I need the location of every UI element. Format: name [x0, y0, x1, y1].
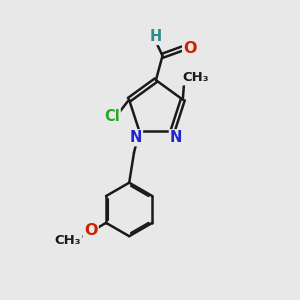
Text: O: O — [183, 40, 197, 56]
Text: CH₃: CH₃ — [182, 71, 209, 84]
Text: N: N — [170, 130, 182, 145]
Text: O: O — [84, 224, 98, 238]
Text: H: H — [149, 29, 162, 44]
Text: N: N — [130, 130, 142, 145]
Text: Cl: Cl — [104, 109, 120, 124]
Text: CH₃: CH₃ — [55, 234, 81, 247]
